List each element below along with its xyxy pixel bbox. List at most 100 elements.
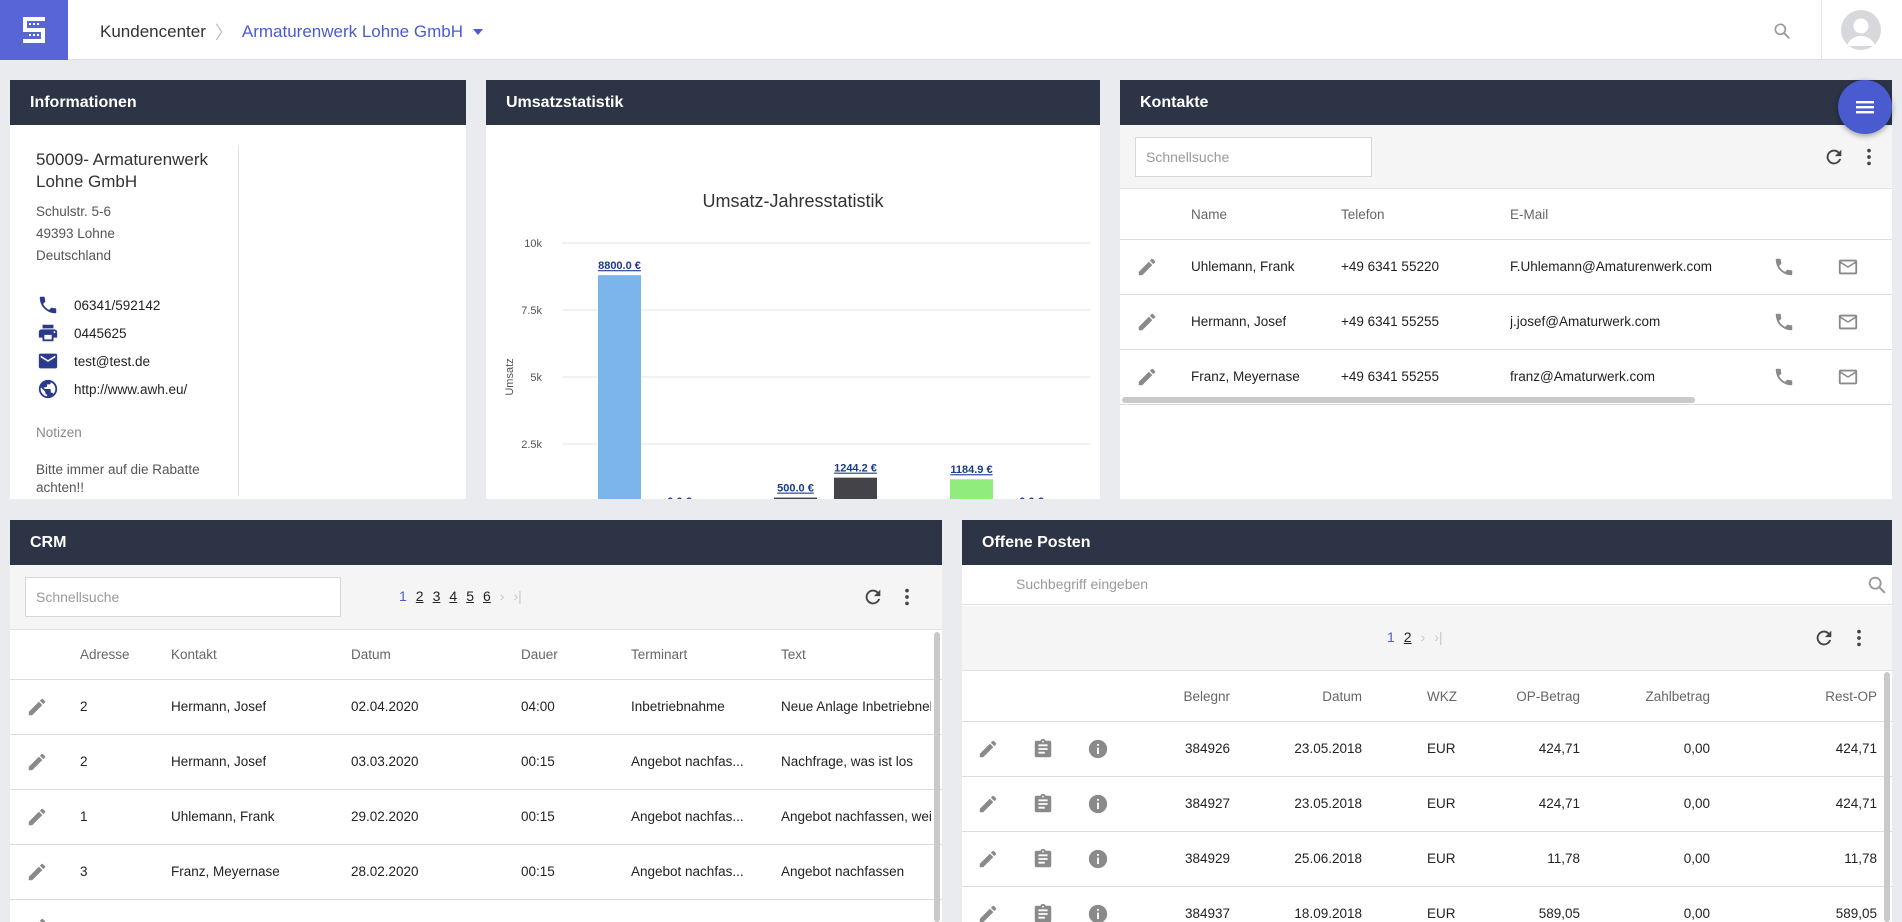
info-icon[interactable]: [1087, 738, 1109, 760]
more-vert-icon[interactable]: [1848, 627, 1870, 649]
crm-row[interactable]: [10, 900, 942, 922]
page-1-link[interactable]: 1: [1387, 629, 1395, 645]
contact-phone[interactable]: 06341/592142: [36, 294, 160, 316]
page-2-link[interactable]: 2: [415, 588, 424, 604]
page-2-link[interactable]: 2: [1403, 629, 1412, 645]
edit-pencil-icon[interactable]: [26, 861, 48, 883]
col-adresse[interactable]: Adresse: [80, 647, 130, 662]
col-text[interactable]: Text: [781, 647, 806, 662]
printer-icon: [37, 322, 59, 344]
crm-row[interactable]: 2 Hermann, Josef 02.04.2020 04:00 Inbetriebn…: [10, 680, 942, 735]
page-3-link[interactable]: 3: [432, 588, 441, 604]
crm-pagination: 1 2 3 4 5 6 › ›|: [399, 588, 522, 604]
op-row[interactable]: 384929 25.06.2018 EUR 11,78 0,00 11,78: [962, 832, 1892, 887]
col-belegnr[interactable]: Belegnr: [1183, 689, 1230, 704]
edit-pencil-icon[interactable]: [26, 696, 48, 718]
crm-row[interactable]: 2 Hermann, Josef 03.03.2020 00:15 Angebot na…: [10, 735, 942, 790]
edit-pencil-icon[interactable]: [1136, 311, 1158, 333]
phone-icon[interactable]: [1773, 311, 1795, 333]
chevron-down-icon[interactable]: [472, 29, 483, 35]
mail-icon[interactable]: [1837, 366, 1859, 388]
phone-icon[interactable]: [1773, 366, 1795, 388]
contact-web[interactable]: http://www.awh.eu/: [36, 378, 187, 400]
crm-row[interactable]: 1 Uhlemann, Frank 29.02.2020 00:15 Angebot n…: [10, 790, 942, 845]
next-page-icon[interactable]: ›: [1420, 629, 1426, 645]
clipboard-icon[interactable]: [1032, 738, 1054, 760]
last-page-icon[interactable]: ›|: [513, 588, 522, 604]
edit-pencil-icon[interactable]: [977, 793, 999, 815]
breadcrumb-current[interactable]: Armaturenwerk Lohne GmbH: [241, 22, 463, 41]
contact-row[interactable]: Uhlemann, Frank +49 6341 55220 F.Uhlemann@…: [1120, 240, 1892, 295]
breadcrumb-home[interactable]: Kundencenter: [100, 22, 206, 41]
crm-row[interactable]: 3 Franz, Meyernase 28.02.2020 00:15 Angebot …: [10, 845, 942, 900]
phone-value: 06341/592142: [74, 297, 161, 313]
search-icon[interactable]: [1772, 21, 1792, 41]
refresh-icon[interactable]: [1823, 146, 1845, 168]
app-logo[interactable]: [0, 0, 68, 60]
col-name[interactable]: Name: [1191, 207, 1228, 222]
col-telefon[interactable]: Telefon: [1341, 207, 1385, 222]
contact-row[interactable]: Hermann, Josef +49 6341 55255 j.josef@Amat…: [1120, 295, 1892, 350]
op-row[interactable]: 384927 23.05.2018 EUR 424,71 0,00 424,71: [962, 777, 1892, 832]
bar-2019-0[interactable]: [774, 497, 817, 499]
more-vert-icon[interactable]: [896, 586, 918, 608]
bar-2018-0[interactable]: [950, 479, 993, 499]
edit-pencil-icon[interactable]: [26, 751, 48, 773]
info-icon[interactable]: [1087, 903, 1109, 922]
op-wkz: EUR: [1427, 851, 1456, 866]
horizontal-scrollbar[interactable]: [1122, 397, 1695, 403]
op-row[interactable]: 384926 23.05.2018 EUR 424,71 0,00 424,71: [962, 722, 1892, 777]
col-opbetrag[interactable]: OP-Betrag: [1516, 689, 1580, 704]
edit-pencil-icon[interactable]: [1136, 256, 1158, 278]
info-icon[interactable]: [1087, 793, 1109, 815]
vertical-scrollbar[interactable]: [934, 632, 940, 922]
col-restop[interactable]: Rest-OP: [1825, 689, 1877, 704]
op-row[interactable]: 384937 18.09.2018 EUR 589,05 0,00 589,05: [962, 887, 1892, 922]
page-4-link[interactable]: 4: [449, 588, 458, 604]
refresh-icon[interactable]: [862, 586, 884, 608]
edit-pencil-icon[interactable]: [1136, 366, 1158, 388]
vertical-scrollbar[interactable]: [1884, 672, 1890, 922]
user-avatar-icon[interactable]: [1841, 10, 1881, 50]
contact-email[interactable]: test@test.de: [36, 350, 150, 372]
search-icon[interactable]: [1866, 574, 1888, 596]
op-search-input[interactable]: Suchbegriff eingeben: [1016, 576, 1149, 592]
col-datum[interactable]: Datum: [351, 647, 391, 662]
edit-pencil-icon[interactable]: [977, 738, 999, 760]
bar-2019-1[interactable]: [834, 477, 877, 499]
page-5-link[interactable]: 5: [466, 588, 474, 604]
contact-row[interactable]: Franz, Meyernase +49 6341 55255 franz@Amat…: [1120, 350, 1892, 405]
mail-icon[interactable]: [1837, 311, 1859, 333]
clipboard-icon[interactable]: [1032, 848, 1054, 870]
more-vert-icon[interactable]: [1858, 146, 1880, 168]
crm-dauer: 00:15: [521, 864, 555, 879]
col-datum[interactable]: Datum: [1322, 689, 1362, 704]
info-icon[interactable]: [1087, 848, 1109, 870]
kontakte-search-input[interactable]: Schnellsuche: [1135, 137, 1372, 177]
clipboard-icon[interactable]: [1032, 903, 1054, 922]
page-1-link[interactable]: 1: [399, 588, 407, 604]
edit-pencil-icon[interactable]: [977, 848, 999, 870]
edit-pencil-icon[interactable]: [977, 903, 999, 922]
col-wkz[interactable]: WKZ: [1427, 689, 1457, 704]
menu-fab-button[interactable]: [1838, 80, 1892, 134]
refresh-icon[interactable]: [1813, 627, 1835, 649]
col-kontakt[interactable]: Kontakt: [171, 647, 217, 662]
clipboard-icon[interactable]: [1032, 793, 1054, 815]
edit-pencil-icon[interactable]: [26, 916, 48, 922]
col-zahlbetrag[interactable]: Zahlbetrag: [1645, 689, 1710, 704]
page-6-link[interactable]: 6: [482, 588, 491, 604]
crm-dauer: 00:15: [521, 809, 555, 824]
mail-icon[interactable]: [1837, 256, 1859, 278]
col-email[interactable]: E-Mail: [1510, 207, 1549, 222]
crm-search-input[interactable]: Schnellsuche: [25, 577, 341, 617]
col-terminart[interactable]: Terminart: [631, 647, 688, 662]
phone-icon[interactable]: [1773, 256, 1795, 278]
edit-pencil-icon[interactable]: [26, 806, 48, 828]
bar-2020-0[interactable]: [598, 275, 641, 499]
last-page-icon[interactable]: ›|: [1434, 629, 1443, 645]
next-page-icon[interactable]: ›: [499, 588, 505, 604]
contact-fax[interactable]: 0445625: [36, 322, 127, 344]
crm-dauer: 04:00: [521, 699, 555, 714]
col-dauer[interactable]: Dauer: [521, 647, 558, 662]
